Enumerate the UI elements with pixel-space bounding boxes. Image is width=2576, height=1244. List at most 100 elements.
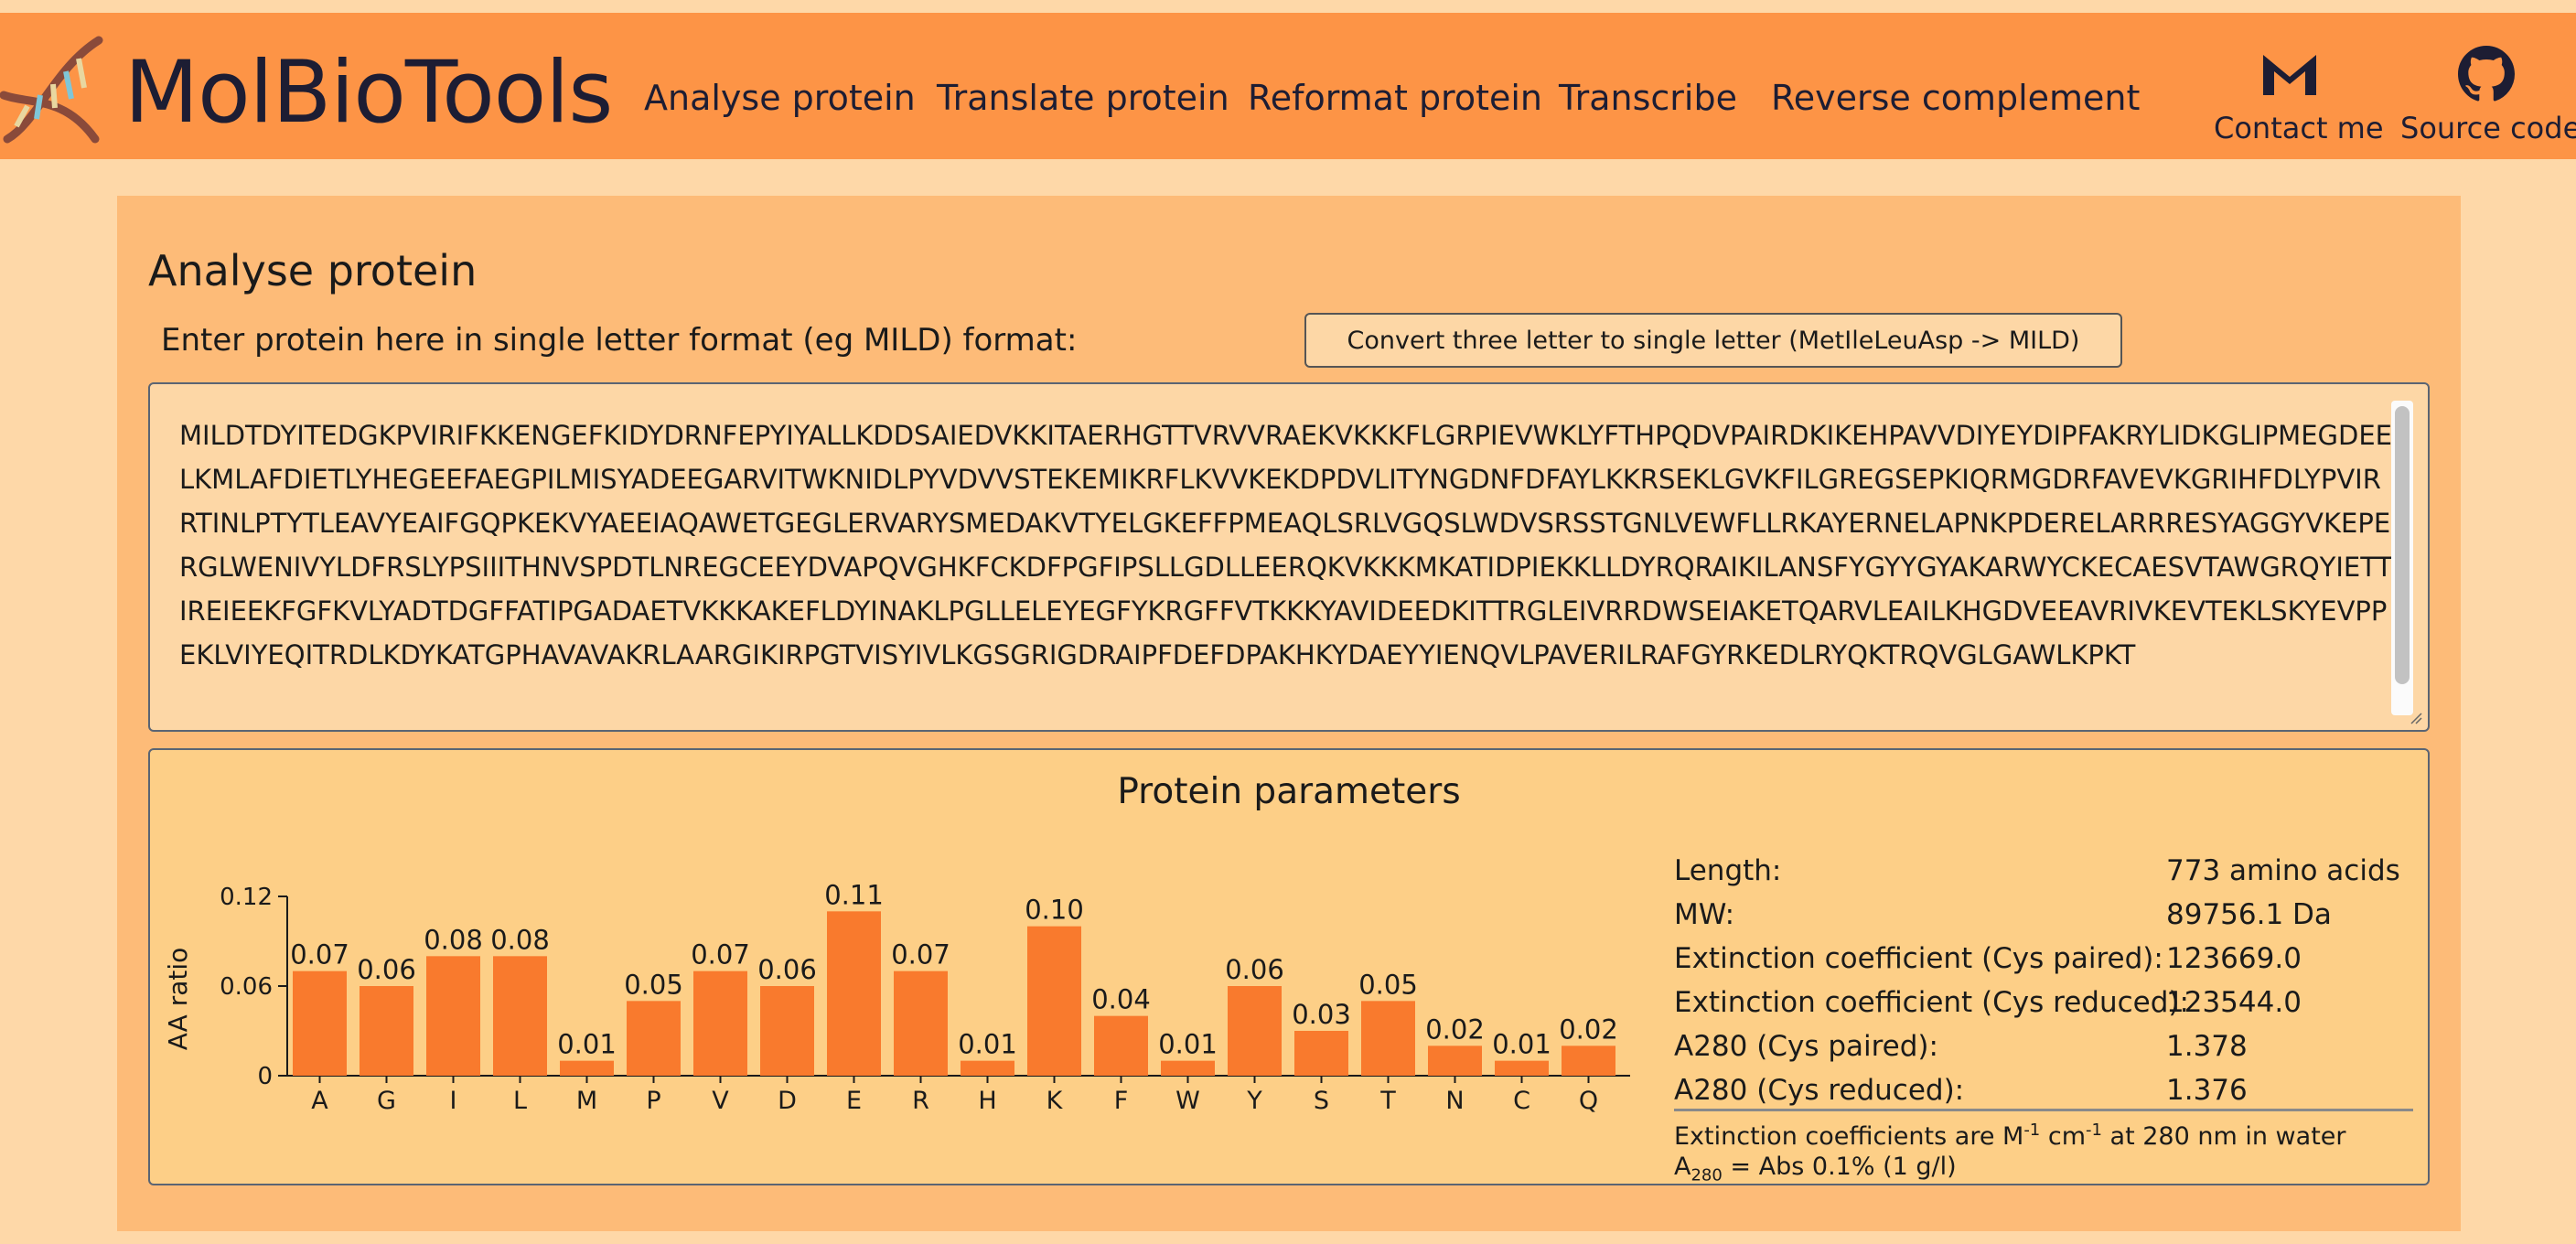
bar-Y	[1228, 986, 1282, 1076]
param-row-ext-reduced: Extinction coefficient (Cys reduced): 12…	[1674, 981, 2424, 1024]
x-tick-label: V	[712, 1087, 729, 1115]
x-tick-label: W	[1175, 1087, 1200, 1115]
bar-H	[961, 1060, 1014, 1076]
x-tick-label: P	[646, 1087, 660, 1115]
bar-V	[693, 971, 747, 1076]
x-tick-label: G	[377, 1087, 396, 1115]
scrollbar-thumb[interactable]	[2395, 406, 2410, 684]
y-tick-label: 0	[257, 1063, 273, 1090]
bar-value-label: 0.08	[490, 924, 550, 955]
bar-I	[426, 956, 480, 1076]
a280-note: A280 = Abs 0.1% (1 g/l)	[1674, 1153, 1957, 1185]
param-value: 1.378	[2166, 1030, 2248, 1063]
bar-value-label: 0.10	[1025, 895, 1084, 926]
bar-P	[627, 1001, 681, 1076]
bar-W	[1161, 1060, 1215, 1076]
x-tick-label: S	[1314, 1087, 1329, 1115]
bar-value-label: 0.05	[1358, 969, 1418, 1000]
aa-composition-chart: 0 0.06 0.12 AA ratio 0.07 A 0.06 G 0.08 I 0.08 L 0.0…	[163, 879, 1630, 1115]
param-label: Extinction coefficient (Cys reduced):	[1674, 986, 2189, 1019]
bar-value-label: 0.06	[757, 954, 817, 985]
bar-value-label: 0.05	[624, 969, 683, 1000]
bar-value-label: 0.08	[424, 924, 483, 955]
x-tick-label: I	[450, 1087, 457, 1115]
bar-value-label: 0.07	[891, 939, 950, 971]
x-tick-label: H	[978, 1087, 996, 1115]
bar-L	[493, 956, 547, 1076]
x-tick-label: F	[1114, 1087, 1129, 1115]
bar-Q	[1562, 1046, 1615, 1076]
sequence-textarea[interactable]: MILDTDYITEDGKPVIRIFKKENGEFKIDYDRNFEPYIYA…	[148, 382, 2430, 732]
param-value: 773 amino acids	[2166, 854, 2400, 887]
bar-value-label: 0.01	[958, 1029, 1017, 1060]
extinction-note: Extinction coefficients are M-1 cm-1 at …	[1674, 1121, 2346, 1151]
dna-helix-icon[interactable]	[0, 31, 105, 148]
param-value: 123669.0	[2166, 942, 2302, 975]
navbar: MolBioTools Analyse protein Translate pr…	[0, 13, 2576, 159]
bar-N	[1428, 1046, 1482, 1076]
bar-value-label: 0.04	[1091, 984, 1151, 1015]
resize-grip-icon[interactable]	[2410, 712, 2422, 724]
x-tick-label: T	[1379, 1087, 1396, 1115]
bar-value-label: 0.03	[1292, 999, 1351, 1030]
bar-G	[360, 986, 413, 1076]
x-tick-label: D	[778, 1087, 797, 1115]
param-label: Extinction coefficient (Cys paired):	[1674, 942, 2163, 975]
bar-value-label: 0.11	[824, 879, 884, 910]
bar-value-label: 0.06	[1225, 954, 1284, 985]
param-label: MW:	[1674, 898, 1735, 931]
bar-F	[1094, 1015, 1148, 1076]
param-row-a280-reduced: A280 (Cys reduced): 1.376	[1674, 1068, 2424, 1112]
x-tick-label: C	[1513, 1087, 1530, 1115]
sequence-text[interactable]: MILDTDYITEDGKPVIRIFKKENGEFKIDYDRNFEPYIYA…	[179, 420, 2393, 670]
bar-value-label: 0.02	[1559, 1013, 1618, 1045]
gmail-icon[interactable]	[2259, 49, 2320, 97]
param-row-length: Length: 773 amino acids	[1674, 849, 2424, 893]
source-code-link[interactable]: Source code	[2400, 111, 2576, 145]
param-label: A280 (Cys reduced):	[1674, 1074, 1965, 1107]
convert-three-letter-button[interactable]: Convert three letter to single letter (M…	[1304, 313, 2122, 368]
contact-me-link[interactable]: Contact me	[2214, 111, 2384, 145]
y-tick-label: 0.12	[220, 884, 273, 911]
bar-E	[827, 911, 881, 1076]
page-title: Analyse protein	[148, 246, 478, 295]
bar-D	[760, 986, 814, 1076]
param-row-mw: MW: 89756.1 Da	[1674, 893, 2424, 937]
x-tick-label: M	[576, 1087, 597, 1115]
x-tick-label: K	[1046, 1087, 1064, 1115]
bar-M	[560, 1060, 614, 1076]
param-value: 123544.0	[2166, 986, 2302, 1019]
x-tick-label: E	[846, 1087, 862, 1115]
bar-K	[1027, 926, 1081, 1076]
nav-translate-protein[interactable]: Translate protein	[937, 78, 1229, 118]
param-row-ext-paired: Extinction coefficient (Cys paired): 123…	[1674, 937, 2424, 981]
protein-parameters-panel: Protein parameters 0 0.06 0.12 AA ratio 0.07…	[148, 748, 2430, 1185]
nav-reformat-protein[interactable]: Reformat protein	[1248, 78, 1543, 118]
parameters-title: Protein parameters	[1117, 771, 1461, 812]
nav-analyse-protein[interactable]: Analyse protein	[644, 78, 916, 118]
nav-reverse-complement[interactable]: Reverse complement	[1771, 78, 2141, 118]
sequence-prompt-label: Enter protein here in single letter form…	[161, 322, 1078, 359]
bar-R	[894, 971, 948, 1076]
param-label: Length:	[1674, 854, 1782, 887]
bar-T	[1361, 1001, 1415, 1076]
x-tick-label: R	[912, 1087, 929, 1115]
brand-title[interactable]: MolBioTools	[124, 43, 613, 143]
bar-C	[1495, 1060, 1549, 1076]
parameter-table: Length: 773 amino acids MW: 89756.1 Da E…	[1674, 849, 2424, 1112]
param-value: 1.376	[2166, 1074, 2248, 1107]
y-axis-label: AA ratio	[163, 948, 193, 1051]
x-tick-label: N	[1445, 1087, 1464, 1115]
x-tick-label: A	[311, 1087, 328, 1115]
bar-value-label: 0.01	[1158, 1029, 1218, 1060]
bar-A	[293, 971, 347, 1076]
bar-S	[1294, 1031, 1348, 1076]
bar-value-label: 0.07	[290, 939, 349, 971]
y-tick-label: 0.06	[220, 973, 273, 1001]
x-tick-label: Q	[1579, 1087, 1598, 1115]
nav-transcribe[interactable]: Transcribe	[1559, 78, 1737, 118]
github-icon[interactable]	[2457, 46, 2516, 102]
bar-value-label: 0.07	[691, 939, 750, 971]
bar-value-label: 0.01	[557, 1029, 617, 1060]
x-tick-label: Y	[1246, 1087, 1262, 1115]
